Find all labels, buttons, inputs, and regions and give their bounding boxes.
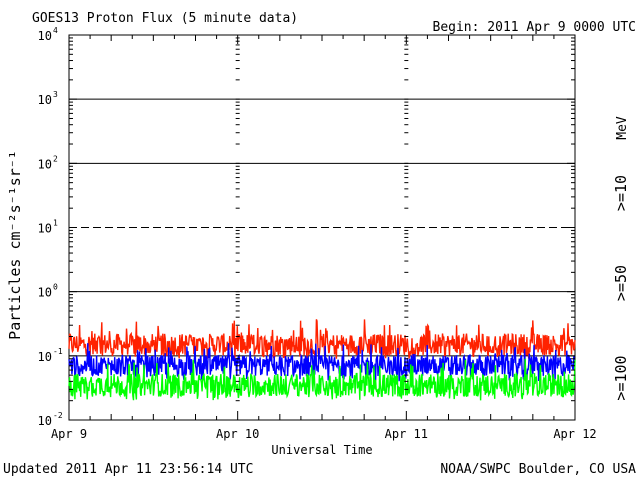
y-tick-exp-4: 0 — [53, 283, 58, 292]
y-tick-exp-1: 3 — [53, 90, 58, 99]
y-tick-exp-6: -2 — [53, 411, 63, 420]
y-axis-label: Particles cm⁻²s⁻¹sr⁻¹ — [6, 150, 24, 340]
y-tick-label-5: 10 — [38, 350, 52, 364]
energy-unit-label: MeV — [615, 116, 630, 140]
y-tick-exp-2: 2 — [53, 154, 58, 163]
x-tick-label-2: Apr 11 — [385, 427, 428, 441]
y-tick-label-6: 10 — [38, 414, 52, 428]
x-axis-label: Universal Time — [271, 443, 372, 457]
credit-text: NOAA/SWPC Boulder, CO USA — [440, 462, 636, 477]
chart-title: GOES13 Proton Flux (5 minute data) — [32, 11, 298, 26]
x-axis: Apr 9 Apr 10 Apr 11 Apr 12 — [51, 35, 597, 441]
x-tick-label-3: Apr 12 — [553, 427, 596, 441]
y-tick-label-4: 10 — [38, 286, 52, 300]
legend-series-100: >=100 — [612, 355, 630, 400]
y-tick-exp-3: 1 — [53, 219, 58, 228]
series-group — [68, 319, 576, 401]
y-tick-label-1: 10 — [38, 93, 52, 107]
y-tick-label-2: 10 — [38, 157, 52, 171]
x-tick-label-0: Apr 9 — [51, 427, 87, 441]
legend-series-10: >=10 — [612, 175, 630, 211]
series-line-2 — [68, 358, 576, 401]
series-line-0 — [68, 319, 576, 362]
x-tick-label-1: Apr 10 — [216, 427, 259, 441]
threshold-lines — [69, 98, 575, 357]
updated-time: Updated 2011 Apr 11 23:56:14 UTC — [3, 462, 253, 477]
y-tick-label-0: 10 — [38, 29, 52, 43]
y-tick-label-3: 10 — [38, 222, 52, 236]
legend-series-50: >=50 — [612, 265, 630, 301]
series-line-1 — [68, 343, 576, 383]
y-tick-exp-0: 4 — [53, 26, 58, 35]
begin-time: Begin: 2011 Apr 9 0000 UTC — [433, 20, 637, 35]
y-tick-exp-5: -1 — [53, 347, 63, 356]
